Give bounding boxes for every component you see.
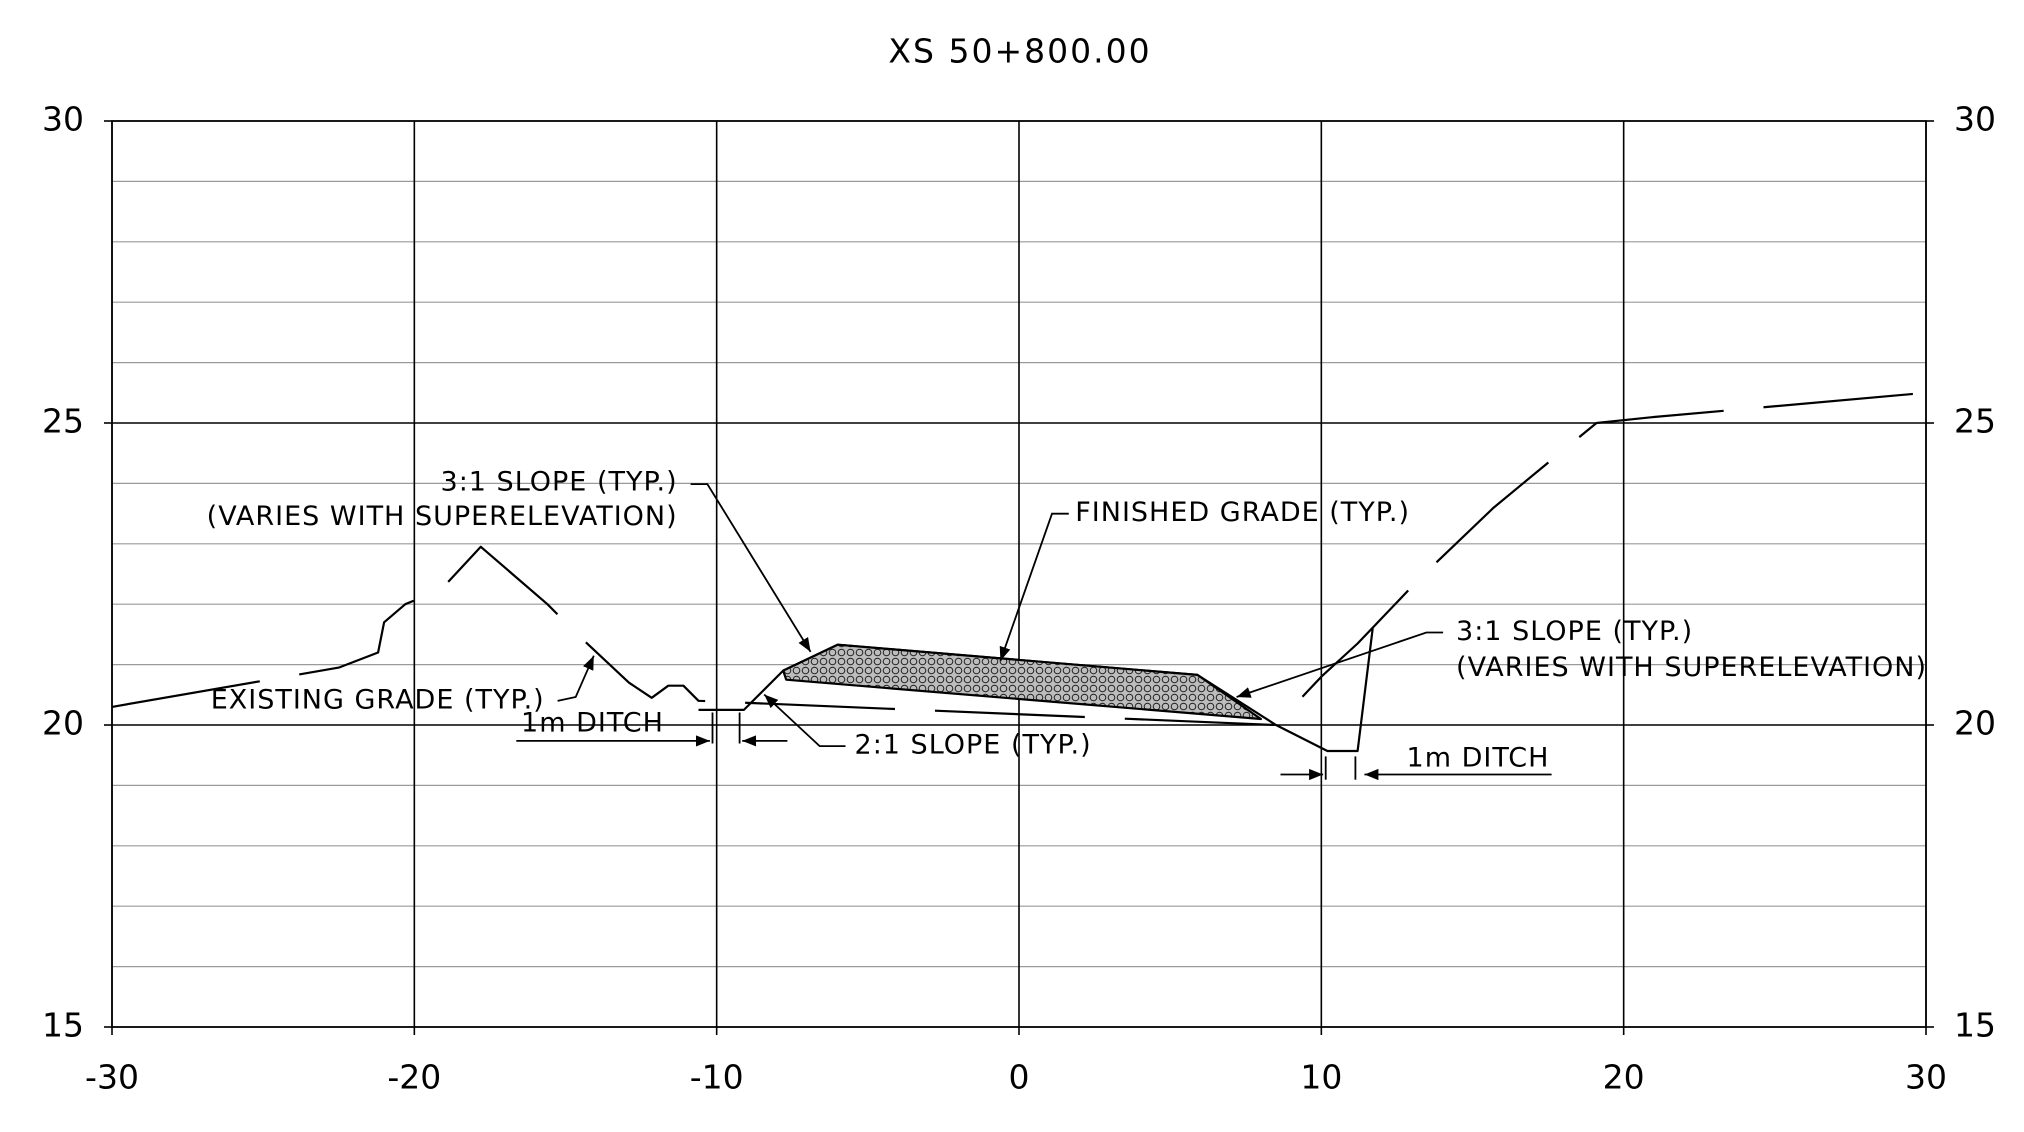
annotation: (VARIES WITH SUPERELEVATION) (1456, 652, 1927, 683)
y2-tick-label: 20 (1954, 704, 1996, 743)
leader-line (999, 512, 1069, 662)
annotation: 3:1 SLOPE (TYP.) (1456, 616, 1693, 647)
existing-grade-line (111, 391, 1927, 727)
x-tick-label: 10 (1300, 1058, 1342, 1097)
x-tick-label: -10 (690, 1058, 744, 1097)
y-tick-label: 30 (42, 100, 84, 139)
y-tick-label: 15 (42, 1006, 84, 1045)
annotation: EXISTING GRADE (TYP.) (211, 684, 545, 715)
y-tick-label: 20 (42, 704, 84, 743)
leader-line (1236, 631, 1444, 698)
x-tick-label: 0 (1009, 1058, 1030, 1097)
annotation: (VARIES WITH SUPERELEVATION) (207, 501, 678, 532)
annotation: 1m DITCH (521, 708, 664, 739)
y-tick-label: 25 (42, 402, 84, 441)
annotation: FINISHED GRADE (TYP.) (1075, 497, 1410, 528)
annotation: 2:1 SLOPE (TYP.) (855, 730, 1092, 761)
leader-line (557, 655, 595, 702)
x-tick-label: 20 (1603, 1058, 1645, 1097)
y2-tick-label: 15 (1954, 1006, 1996, 1045)
pavement-area (782, 643, 1262, 721)
annotation: 1m DITCH (1407, 743, 1550, 774)
x-tick-label: 30 (1905, 1058, 1947, 1097)
leader-line (690, 483, 812, 653)
plot-frame (111, 120, 1927, 1028)
x-tick-label: -30 (85, 1058, 139, 1097)
x-tick-label: -20 (387, 1058, 441, 1097)
y2-tick-label: 30 (1954, 100, 1996, 139)
y2-tick-label: 25 (1954, 402, 1996, 441)
leader-line (763, 693, 846, 747)
chart-title: XS 50+800.00 (888, 32, 1151, 71)
annotation: 3:1 SLOPE (TYP.) (441, 466, 678, 497)
